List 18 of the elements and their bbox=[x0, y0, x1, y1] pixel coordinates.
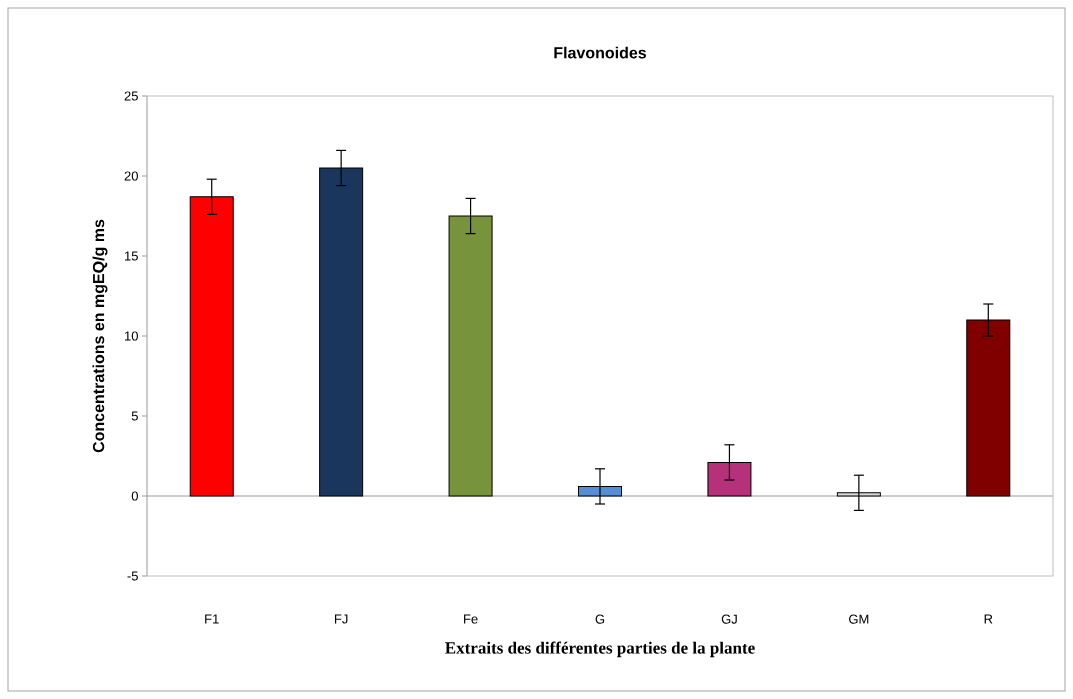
chart-title: Flavonoides bbox=[554, 46, 647, 59]
x-tick-label: Fe bbox=[464, 614, 478, 624]
x-tick-label: FJ bbox=[334, 614, 348, 624]
y-tick-label: 25 bbox=[124, 91, 138, 101]
x-tick-label: G bbox=[595, 614, 605, 624]
y-tick-label: 15 bbox=[124, 251, 138, 261]
y-axis-title: Concentrations en mgEQ/g ms bbox=[92, 219, 108, 453]
y-tick-label: 20 bbox=[124, 171, 138, 181]
x-tick-label: GJ bbox=[721, 614, 737, 624]
x-tick-label: R bbox=[984, 614, 993, 624]
bar bbox=[707, 461, 752, 497]
x-tick-label: F1 bbox=[205, 614, 219, 624]
y-tick-label: 0 bbox=[131, 491, 138, 501]
y-tick-label: 5 bbox=[131, 411, 138, 421]
y-tick-label: -5 bbox=[127, 571, 138, 581]
y-tick-label: 10 bbox=[124, 331, 138, 341]
x-axis-title: Extraits des différentes parties de la plante bbox=[445, 641, 755, 658]
x-tick-label: GM bbox=[849, 614, 869, 624]
